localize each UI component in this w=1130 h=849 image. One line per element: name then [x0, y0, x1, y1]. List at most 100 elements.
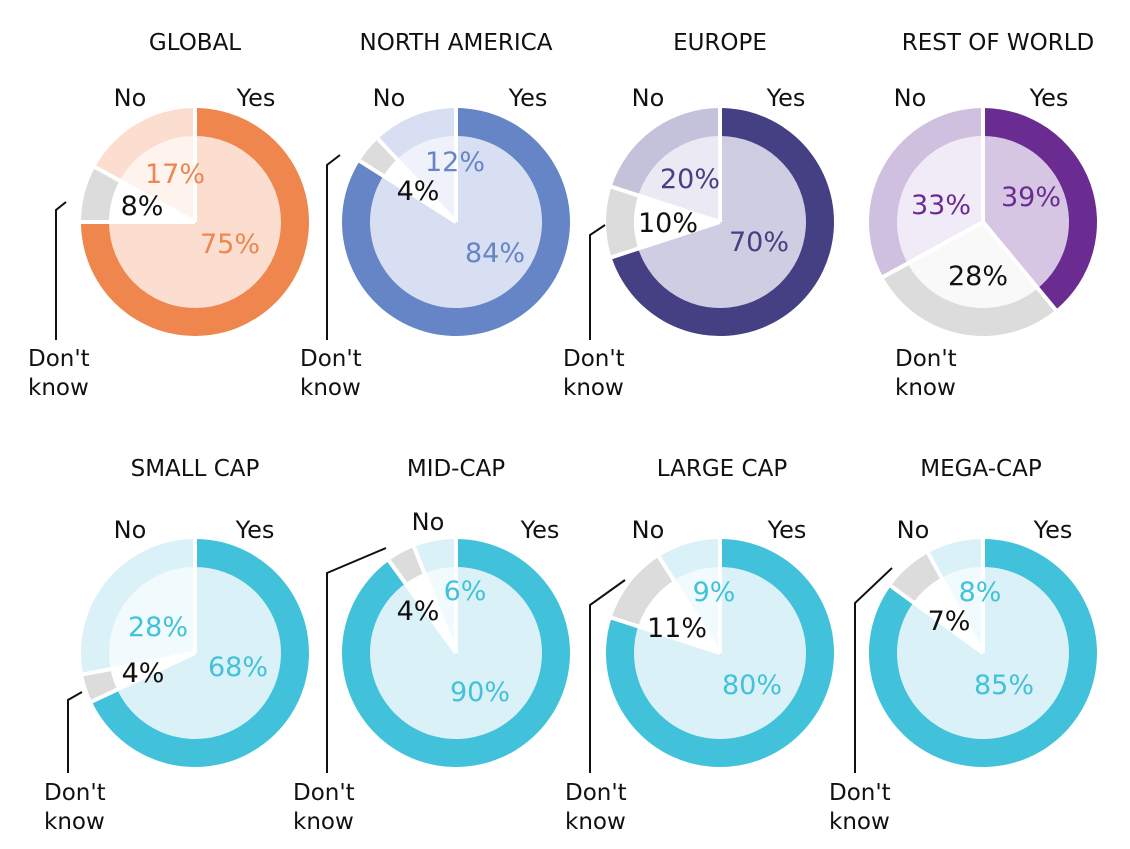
slice-dont-know-inner	[383, 159, 456, 222]
slice-yes-inner	[983, 136, 1069, 289]
chart-panel: SMALL CAP 68% 28% 4% No Yes Don't know	[44, 456, 309, 835]
value-label-no: 9%	[693, 577, 736, 608]
legend-label-dont-know-line1: Don't	[44, 780, 106, 806]
value-label-no: 28%	[128, 612, 188, 643]
leader-line	[326, 547, 387, 773]
chart-panel: EUROPE 70% 20% 10% No Yes Don't know	[563, 30, 834, 401]
value-label-dont-know: 10%	[638, 208, 698, 239]
value-label-dont-know: 4%	[397, 596, 440, 627]
value-label-yes: 68%	[208, 652, 268, 683]
slice-separator	[925, 551, 985, 654]
slice-dont-know-inner	[633, 195, 720, 249]
slice-dont-know-inner	[913, 577, 983, 653]
chart-title: GLOBAL	[149, 30, 241, 56]
chart-title: MID-CAP	[407, 456, 505, 482]
chart-title: REST OF WORLD	[902, 30, 1094, 56]
legend-label-no: No	[632, 84, 665, 112]
legend-label-dont-know-line2: know	[563, 375, 624, 401]
chart-title: NORTH AMERICA	[360, 30, 553, 56]
value-label-no: 8%	[959, 577, 1002, 608]
value-label-yes: 39%	[1001, 182, 1061, 213]
value-label-dont-know: 11%	[647, 613, 707, 644]
value-label-no: 17%	[145, 159, 205, 190]
slice-no-inner	[397, 136, 456, 222]
value-label-dont-know: 28%	[948, 261, 1008, 292]
slice-separator	[357, 158, 458, 224]
legend-label-yes: Yes	[236, 84, 276, 112]
leader-line	[589, 224, 606, 340]
leader-line	[854, 567, 893, 773]
slice-separator	[81, 651, 196, 677]
chart-panel: NORTH AMERICA 84% 12%4% No Yes Don't know	[300, 30, 571, 401]
value-label-dont-know: 8%	[121, 191, 164, 222]
legend-label-yes: Yes	[767, 516, 807, 544]
slice-separator	[610, 220, 721, 260]
slice-separator	[93, 164, 196, 224]
value-label-yes: 75%	[200, 229, 260, 260]
legend-label-dont-know-line2: know	[895, 375, 956, 401]
slice-no-inner	[108, 567, 195, 670]
legend-label-dont-know-line2: know	[300, 375, 361, 401]
leader-line	[67, 691, 83, 773]
slice-separator	[411, 545, 458, 654]
legend-label-dont-know-line2: know	[28, 375, 89, 401]
legend-label-yes: Yes	[1033, 516, 1073, 544]
slice-separator	[386, 558, 458, 655]
legend-label-yes: Yes	[520, 516, 560, 544]
legend-label-dont-know-line1: Don't	[563, 346, 625, 372]
slice-separator	[610, 615, 721, 655]
value-label-no: 6%	[444, 576, 487, 607]
legend-label-dont-know-line2: know	[293, 809, 354, 835]
value-label-yes: 84%	[465, 238, 525, 269]
chart-title: LARGE CAP	[657, 456, 788, 482]
value-label-no: 33%	[911, 190, 971, 221]
legend-label-yes: Yes	[766, 84, 806, 112]
slice-no-inner	[119, 136, 195, 222]
chart-panel: MEGA-CAP 85% 8%7% No Yes Don't know	[829, 456, 1097, 835]
leader-line	[589, 579, 626, 773]
legend-label-dont-know-line1: Don't	[829, 780, 891, 806]
value-label-dont-know: 4%	[397, 176, 440, 207]
slice-separator	[90, 651, 196, 704]
legend-label-no: No	[114, 516, 147, 544]
legend-label-dont-know-line1: Don't	[293, 780, 355, 806]
chart-panel: LARGE CAP 80% 9% 11% No Yes Don't know	[565, 456, 834, 835]
slice-yes-inner	[638, 136, 806, 308]
chart-panel: REST OF WORLD 39% 33% 28% No Yes Don't know	[868, 30, 1098, 401]
value-label-yes: 80%	[722, 670, 782, 701]
legend-label-no: No	[373, 84, 406, 112]
slice-yes-inner	[117, 567, 281, 740]
legend-label-dont-know-line2: know	[565, 809, 626, 835]
value-label-no: 12%	[425, 147, 485, 178]
slice-separator	[888, 583, 985, 655]
legend-label-dont-know-line2: know	[829, 809, 890, 835]
value-label-yes: 90%	[450, 677, 510, 708]
legend-label-dont-know-line1: Don't	[28, 346, 90, 372]
legend-label-dont-know-line1: Don't	[300, 346, 362, 372]
legend-label-no: No	[632, 516, 665, 544]
slice-separator	[881, 220, 984, 280]
legend-label-yes: Yes	[235, 516, 275, 544]
legend-label-no: No	[894, 84, 927, 112]
slice-separator	[610, 184, 721, 224]
legend-label-yes: Yes	[1029, 84, 1069, 112]
slice-separator	[375, 136, 458, 224]
legend-label-no: No	[114, 84, 147, 112]
legend-label-yes: Yes	[508, 84, 548, 112]
value-label-no: 20%	[660, 164, 720, 195]
chart-title: MEGA-CAP	[920, 456, 1042, 482]
legend-label-no: No	[412, 508, 445, 536]
legend-label-dont-know-line1: Don't	[895, 346, 957, 372]
value-label-dont-know: 7%	[928, 606, 971, 637]
slice-separator	[656, 554, 722, 655]
chart-panel: GLOBAL 75% 17%8% No Yes Don't know	[28, 30, 309, 401]
legend-label-no: No	[897, 516, 930, 544]
legend-label-dont-know-line2: know	[44, 809, 105, 835]
leader-line	[55, 201, 67, 340]
value-label-dont-know: 4%	[122, 658, 165, 689]
value-label-yes: 85%	[974, 670, 1034, 701]
slice-dont-know-inner	[638, 580, 720, 653]
chart-title: SMALL CAP	[131, 456, 260, 482]
